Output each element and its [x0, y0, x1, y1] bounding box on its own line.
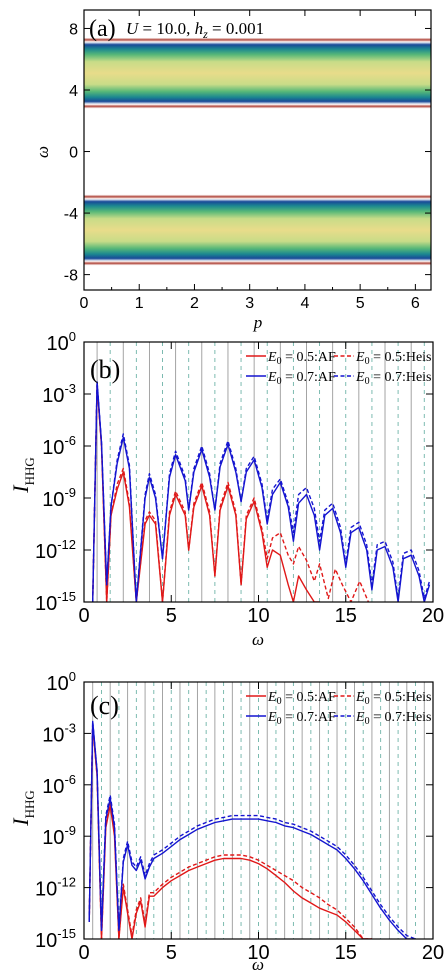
panel-label-b: (b) [90, 355, 120, 384]
x-tick-label: 20 [422, 605, 444, 627]
y-tick-label: 10-12 [35, 875, 76, 901]
x-tick-label-a: 6 [411, 295, 420, 312]
legend-entry: E0 = 0.5:Heis [355, 350, 432, 367]
y-tick-label: 100 [47, 669, 76, 695]
plot-frame-a [83, 9, 432, 291]
tick-layer: 0 1 2 3 4 5 6 -8 -4 0 4 8 [64, 10, 431, 312]
legend-entry: E0 = 0.5:AF [267, 690, 336, 707]
series-line-blue-solid [92, 381, 431, 602]
legend-entry: E0 = 0.7:AF [267, 370, 336, 387]
y-tick-label-a: -8 [64, 268, 78, 285]
series-line-blue-dashed [92, 381, 431, 602]
heatmap-band-upper [84, 37, 431, 109]
heatmap-band-lower [84, 194, 431, 266]
legend-entry: E0 = 0.7:AF [267, 710, 336, 727]
y-tick-label: 10-6 [42, 772, 76, 798]
panel-b: 0 5 10 15 20 100 10-3 10-6 10-9 10-12 10-15 (b) E0… [8, 329, 444, 649]
plot-frame-b [83, 341, 434, 603]
y-axis-label-a: ω [33, 146, 52, 158]
y-tick-label: 10-6 [42, 433, 76, 459]
y-axis-label-c: IHHG [8, 790, 37, 827]
y-tick-label: 10-9 [42, 823, 76, 849]
legend-entry: E0 = 0.5:AF [267, 350, 336, 367]
series-line-blue-dashed [88, 720, 416, 939]
x-axis-label-a: p [253, 313, 263, 332]
series-layer-c [88, 720, 416, 939]
x-axis-label-b: ω [252, 630, 264, 649]
x-tick-label: 5 [166, 942, 177, 964]
x-tick-label-a: 5 [356, 295, 365, 312]
y-tick-label-a: 0 [69, 145, 78, 162]
x-tick-label: 10 [247, 942, 269, 964]
legend-entry: E0 = 0.7:Heis [355, 370, 432, 387]
tick-layer-b: 0 5 10 15 20 100 10-3 10-6 10-9 10-12 10-15 [35, 329, 444, 627]
legend-entry: E0 = 0.7:Heis [355, 710, 432, 727]
y-tick-label: 10-3 [42, 381, 76, 407]
y-tick-label: 100 [47, 329, 76, 355]
legend-c: E0 = 0.5:AF E0 = 0.5:Heis E0 = 0.7:AF E0 = … [246, 690, 432, 727]
x-tick-label: 0 [78, 605, 89, 627]
series-line-red-solid [88, 724, 372, 939]
x-tick-label: 5 [166, 605, 177, 627]
tick-layer-c: 0 5 10 15 20 100 10-3 10-6 10-9 10-12 10-15 [35, 669, 444, 964]
y-tick-label: 10-9 [42, 485, 76, 511]
x-axis-label-c: ω [252, 955, 264, 971]
x-tick-label: 15 [335, 942, 357, 964]
x-tick-label-a: 1 [135, 295, 144, 312]
series-layer-b [92, 381, 431, 602]
panel-label-a: (a) [89, 16, 116, 42]
x-tick-label-a: 3 [245, 295, 254, 312]
y-tick-label: 10-15 [35, 589, 76, 615]
band-layer [84, 37, 431, 266]
panel-c: 0 5 10 15 20 100 10-3 10-6 10-9 10-12 10-15 (c) E0… [8, 669, 444, 971]
harmonic-lines-c [92, 682, 433, 939]
x-tick-label: 20 [422, 942, 444, 964]
series-line-red-dashed [88, 724, 372, 939]
y-tick-label-a: -4 [64, 206, 78, 223]
plot-frame-c [83, 681, 434, 940]
y-axis-label-b: IHHG [8, 457, 37, 494]
y-tick-label: 10-12 [35, 537, 76, 563]
x-tick-label: 15 [335, 605, 357, 627]
panel-label-c: (c) [90, 691, 119, 720]
x-tick-label-a: 0 [80, 295, 89, 312]
x-tick-label-a: 2 [190, 295, 199, 312]
legend-b: E0 = 0.5:AF E0 = 0.5:Heis E0 = 0.7:AF E0 = … [246, 350, 432, 387]
x-tick-label: 0 [78, 942, 89, 964]
y-tick-label: 10-15 [35, 926, 76, 952]
x-tick-label: 10 [247, 605, 269, 627]
legend-entry: E0 = 0.5:Heis [355, 690, 432, 707]
y-tick-label: 10-3 [42, 720, 76, 746]
annotation-a: U = 10.0, hz = 0.001 [126, 19, 264, 41]
y-tick-label-a: 4 [69, 83, 78, 100]
x-tick-label-a: 4 [300, 295, 309, 312]
harmonic-lines-b [96, 342, 425, 602]
y-tick-label-a: 8 [69, 21, 78, 38]
series-line-red-dashed [92, 384, 370, 602]
